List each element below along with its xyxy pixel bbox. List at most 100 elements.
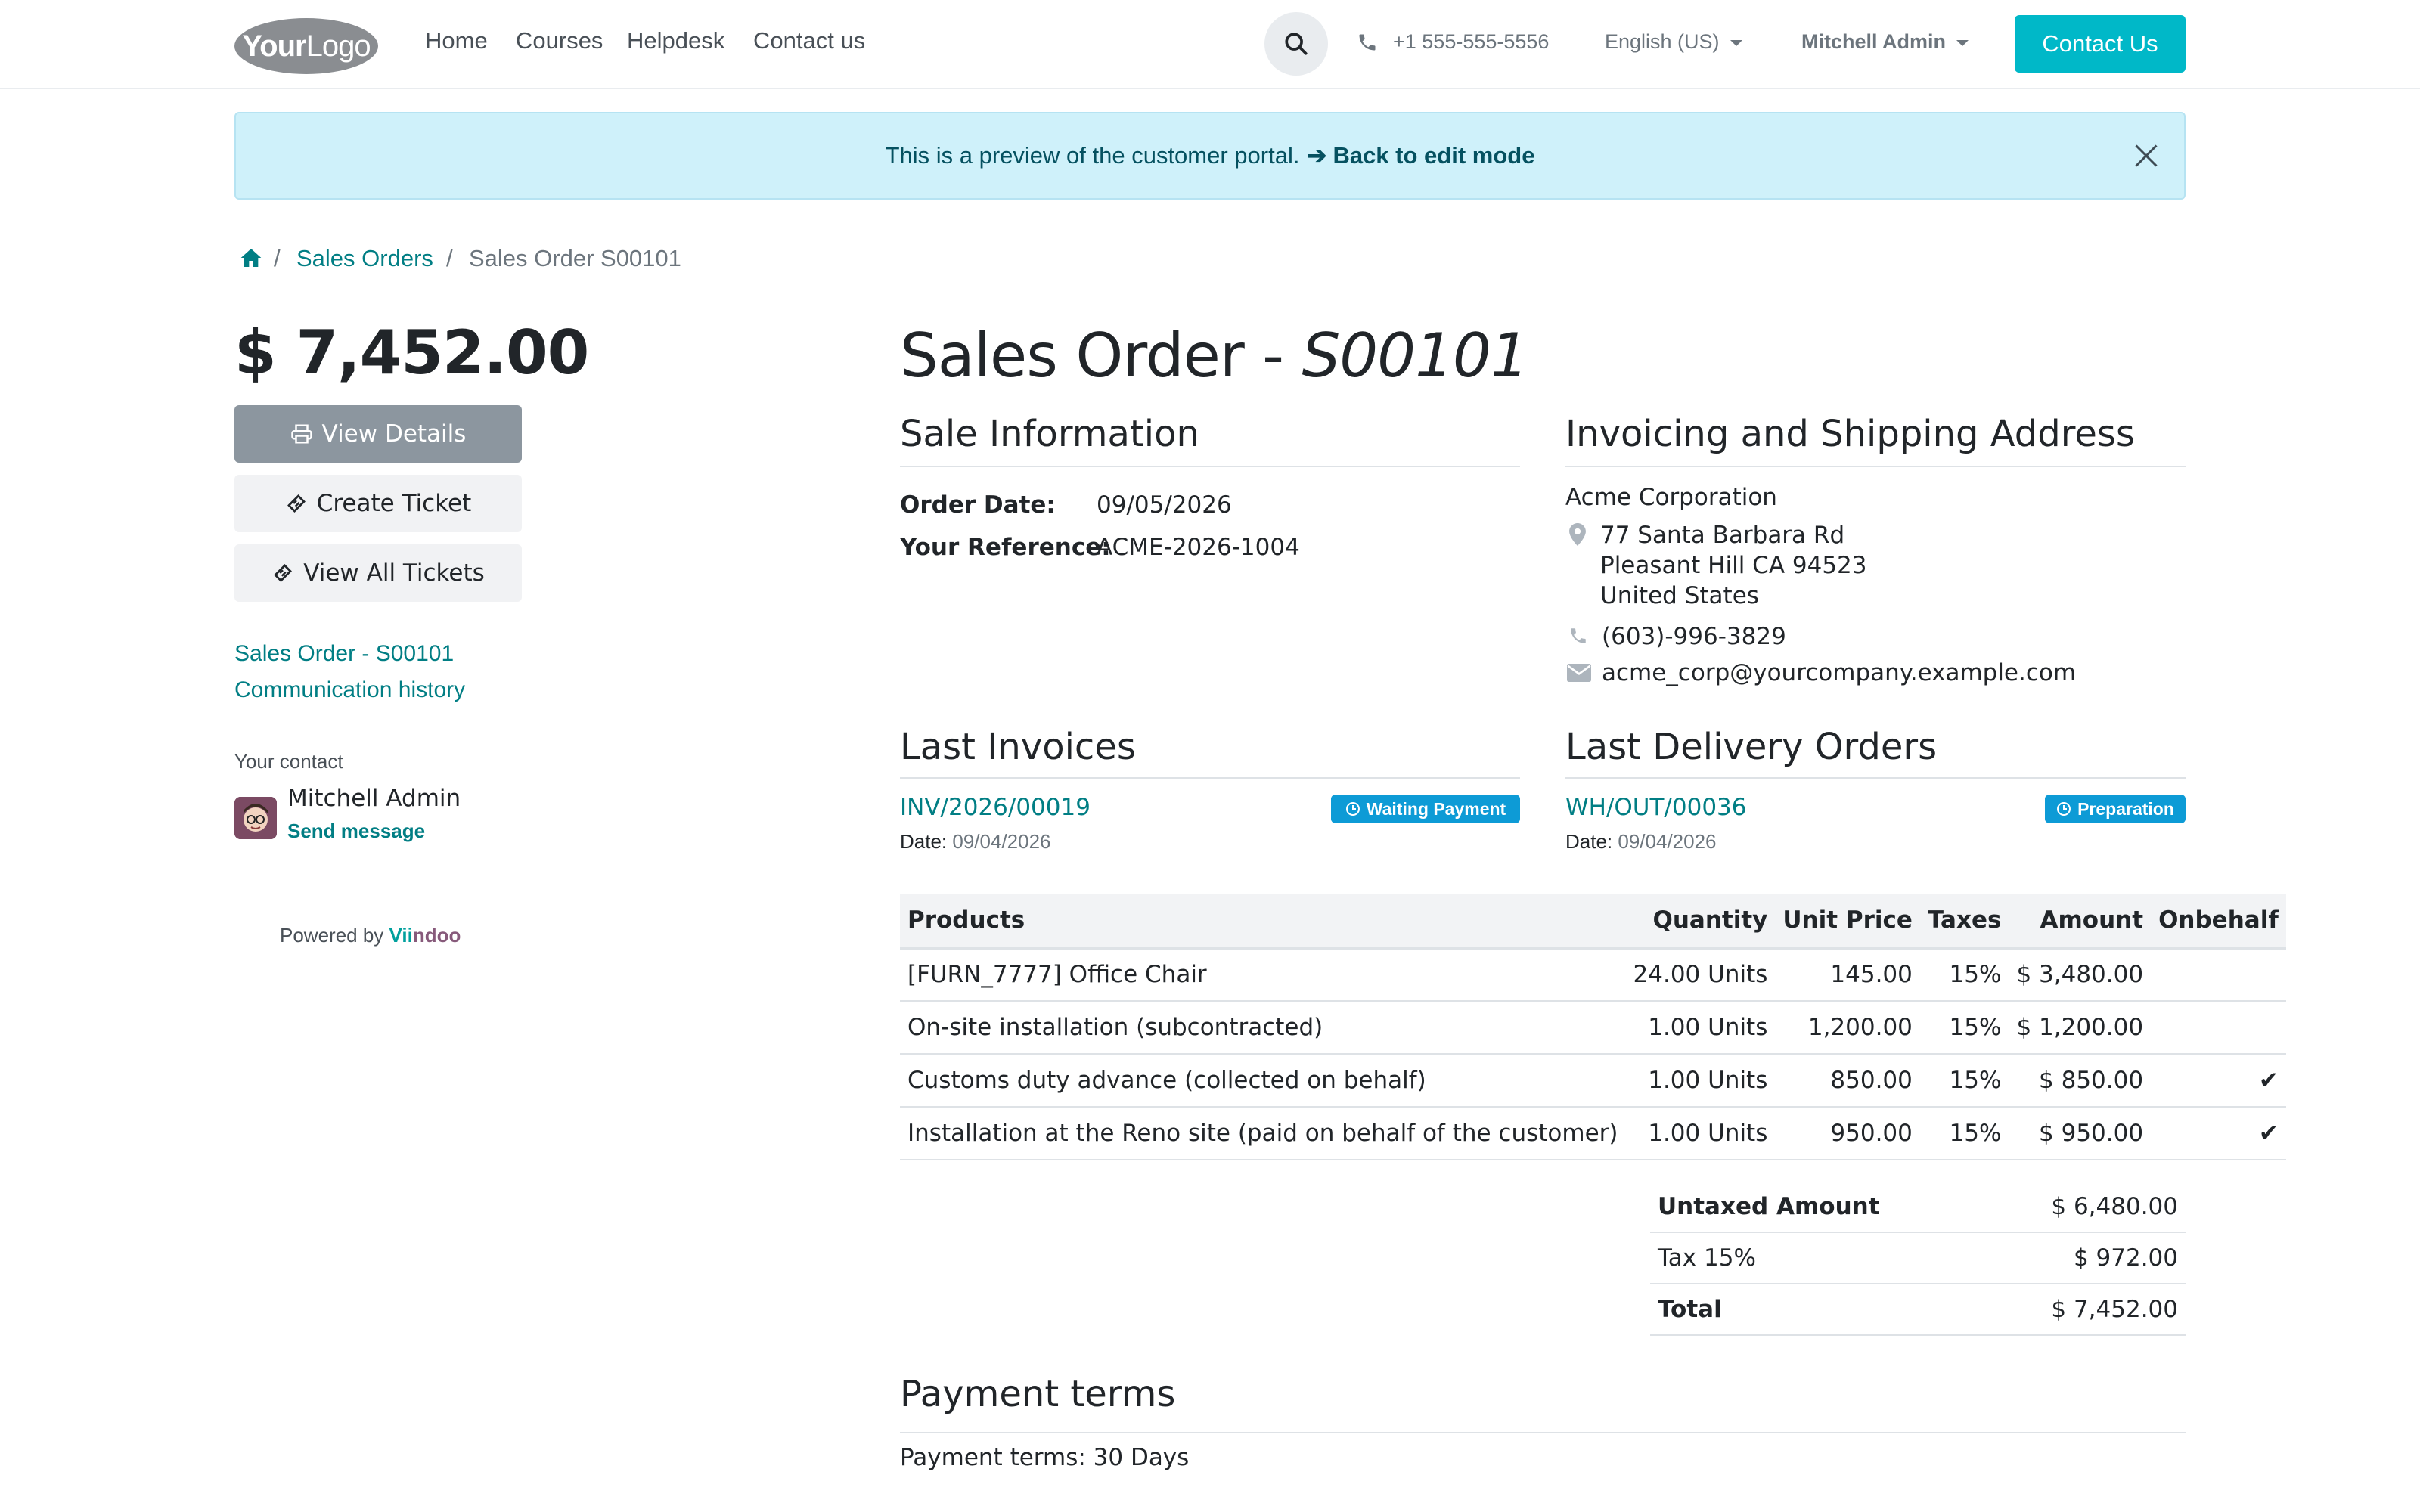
customer-phone: (603)-996-3829	[1602, 623, 1786, 650]
col-onbehalf: Onbehalf	[2151, 894, 2286, 950]
table-row: [FURN_7777] Office Chair 24.00 Units 145…	[900, 948, 2286, 1002]
phone-icon	[1359, 34, 1376, 51]
status-badge: Preparation	[2045, 795, 2186, 823]
breadcrumb-separator: /	[446, 245, 453, 271]
untaxed-value: $ 6,480.00	[1984, 1181, 2186, 1233]
order-amount: $ 7,452.00	[234, 318, 589, 388]
search-icon	[1285, 33, 1308, 55]
envelope-icon	[1567, 664, 1591, 682]
divider	[900, 777, 1520, 779]
phone-icon	[1571, 628, 1586, 643]
close-icon[interactable]	[2133, 142, 2160, 169]
breadcrumb-current: Sales Order S00101	[469, 245, 681, 271]
check-icon: ✔	[2151, 1107, 2286, 1160]
product-qty: 24.00 Units	[1625, 948, 1776, 1002]
logo[interactable]	[234, 18, 378, 74]
viindoo-logo[interactable]: Viindoo	[389, 924, 461, 947]
product-qty: 1.00 Units	[1625, 1001, 1776, 1055]
create-ticket-label: Create Ticket	[316, 490, 472, 517]
divider	[900, 1432, 2186, 1433]
totals-row: Tax 15% $ 972.00	[1650, 1232, 2186, 1284]
product-name: Installation at the Reno site (paid on b…	[900, 1107, 1626, 1160]
order-date-value: 09/05/2026	[1097, 491, 1232, 519]
view-details-button[interactable]: View Details	[234, 405, 522, 463]
customer-email: acme_corp@yourcompany.example.com	[1602, 659, 2077, 686]
table-header-row: Products Quantity Unit Price Taxes Amoun…	[900, 894, 2286, 950]
breadcrumb-sales-orders[interactable]: Sales Orders	[296, 245, 433, 271]
brand-part-a: Vii	[389, 924, 413, 947]
nav-courses[interactable]: Courses	[516, 27, 603, 54]
view-all-tickets-label: View All Tickets	[303, 559, 485, 587]
product-name: [FURN_7777] Office Chair	[900, 948, 1626, 1002]
last-delivery-heading: Last Delivery Orders	[1565, 726, 1938, 768]
breadcrumb-separator: /	[274, 245, 281, 271]
divider	[1565, 777, 2186, 779]
totals-table: Untaxed Amount $ 6,480.00 Tax 15% $ 972.…	[1650, 1181, 2186, 1336]
table-row: On-site installation (subcontracted) 1.0…	[900, 1001, 2286, 1055]
sales-order-link[interactable]: Sales Order - S00101	[234, 641, 455, 666]
delivery-link[interactable]: WH/OUT/00036	[1565, 794, 1747, 821]
page-title: Sales Order - S00101	[900, 321, 1529, 391]
user-menu[interactable]: Mitchell Admin	[1801, 30, 1969, 54]
check-icon	[2151, 948, 2286, 1002]
company-name: Acme Corporation	[1565, 484, 1777, 511]
chevron-down-icon	[1730, 39, 1742, 46]
product-amount: $ 850.00	[2009, 1054, 2152, 1108]
totals-row: Untaxed Amount $ 6,480.00	[1650, 1181, 2186, 1233]
view-all-tickets-button[interactable]: View All Tickets	[234, 544, 522, 602]
product-tax: 15%	[1919, 1054, 2009, 1108]
user-name: Mitchell Admin	[1801, 30, 1947, 53]
divider	[1565, 466, 2186, 467]
ticket-icon	[274, 564, 293, 582]
home-icon[interactable]	[239, 246, 263, 269]
brand-part-b: ndoo	[412, 924, 461, 947]
table-row: Installation at the Reno site (paid on b…	[900, 1107, 2286, 1160]
table-row: Customs duty advance (collected on behal…	[900, 1054, 2286, 1108]
back-to-edit-link[interactable]: Back to edit mode	[1333, 142, 1535, 169]
payment-terms-heading: Payment terms	[900, 1373, 1176, 1415]
address-country: United States	[1600, 582, 1759, 609]
status-badge: Waiting Payment	[1331, 795, 1520, 823]
contact-us-button[interactable]: Contact Us	[2015, 15, 2186, 73]
chevron-down-icon	[1956, 39, 1969, 46]
col-products: Products	[900, 894, 1626, 950]
address-city: Pleasant Hill CA 94523	[1600, 552, 1867, 579]
alert-text: This is a preview of the customer portal…	[885, 142, 1300, 169]
product-price: 1,200.00	[1775, 1001, 1920, 1055]
col-taxes: Taxes	[1919, 894, 2009, 950]
invoice-link[interactable]: INV/2026/00019	[900, 794, 1091, 821]
col-unit-price: Unit Price	[1775, 894, 1920, 950]
product-amount: $ 1,200.00	[2009, 1001, 2152, 1055]
ticket-icon	[287, 494, 306, 513]
check-icon	[2151, 1001, 2286, 1055]
order-date-label: Order Date:	[900, 491, 1056, 519]
avatar	[234, 797, 277, 839]
product-qty: 1.00 Units	[1625, 1054, 1776, 1108]
create-ticket-button[interactable]: Create Ticket	[234, 475, 522, 532]
powered-by-label: Powered by	[280, 924, 384, 947]
logo-text: Your Logo	[242, 29, 371, 63]
product-qty: 1.00 Units	[1625, 1107, 1776, 1160]
product-name: Customs duty advance (collected on behal…	[900, 1054, 1626, 1108]
payment-terms-text: Payment terms: 30 Days	[900, 1444, 1190, 1471]
print-icon	[290, 424, 312, 444]
send-message-link[interactable]: Send message	[287, 820, 426, 842]
col-quantity: Quantity	[1625, 894, 1776, 950]
delivery-status: Preparation	[2077, 798, 2174, 819]
product-tax: 15%	[1919, 948, 2009, 1002]
check-icon: ✔	[2151, 1054, 2286, 1108]
products-table: Products Quantity Unit Price Taxes Amoun…	[900, 894, 2286, 1160]
communication-history-link[interactable]: Communication history	[234, 677, 466, 702]
preview-alert: This is a preview of the customer portal…	[234, 112, 2186, 200]
product-name: On-site installation (subcontracted)	[900, 1001, 1626, 1055]
clock-icon	[1345, 802, 1360, 816]
language-label: English (US)	[1605, 30, 1720, 53]
language-selector[interactable]: English (US)	[1605, 30, 1742, 54]
nav-contact-us[interactable]: Contact us	[753, 27, 866, 54]
nav-home[interactable]: Home	[425, 27, 488, 54]
product-tax: 15%	[1919, 1107, 2009, 1160]
header-phone[interactable]: +1 555-555-5556	[1393, 30, 1550, 53]
nav-helpdesk[interactable]: Helpdesk	[627, 27, 725, 54]
invoice-date: Date: 09/04/2026	[900, 830, 1051, 853]
search-button[interactable]	[1264, 12, 1328, 76]
